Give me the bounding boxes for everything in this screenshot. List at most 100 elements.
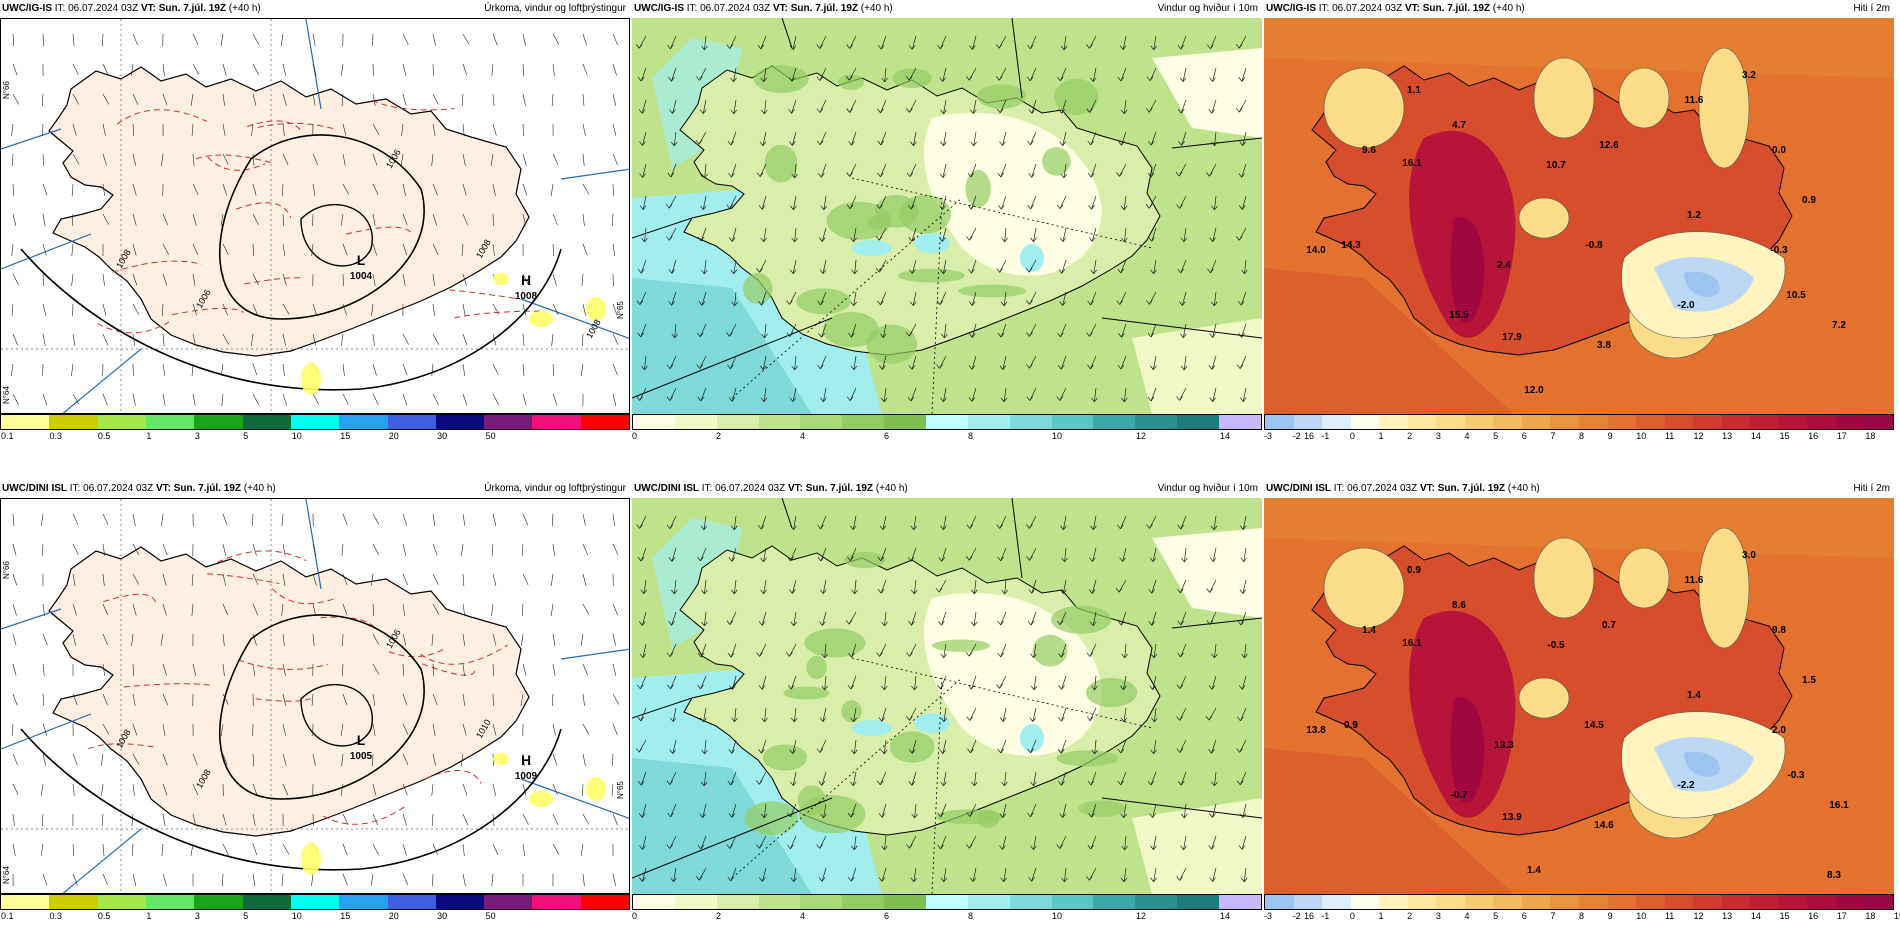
colorbar-swatch xyxy=(716,415,759,429)
colorbar-swatch xyxy=(97,415,146,429)
colorbar-tick-label: 17 xyxy=(1836,911,1847,921)
colorbar-swatch xyxy=(145,415,195,429)
colorbar-tick-label: 0.3 xyxy=(49,911,62,921)
temperature-value: 13.3 xyxy=(1494,740,1514,751)
colorbar-swatch xyxy=(1464,895,1494,909)
temperature-value: 3.2 xyxy=(1742,70,1756,81)
colorbar-ticks: 0.1 0.3 0.5 1 3 5 10 15 20 30 50 xyxy=(0,910,630,924)
latitude-label: N°66 xyxy=(2,81,11,99)
precip-map: L 1004 H 1008 1006 1008 1006 1008 1008 N°66 N°65 N°… xyxy=(0,18,630,414)
temperature-value: 14.0 xyxy=(1306,245,1326,256)
colorbar-tick-label: 12 xyxy=(1693,911,1704,921)
colorbar-tick-label: 8 xyxy=(968,431,974,441)
temperature-value: 15.5 xyxy=(1449,310,1469,321)
colorbar-tick-label: 3 xyxy=(194,431,200,441)
colorbar-swatch xyxy=(1436,895,1465,909)
wind-colorbar: 0 2 4 6 8 10 12 14 16 xyxy=(632,414,1314,444)
wind-map xyxy=(632,498,1262,894)
colorbar-tick-label: 8 xyxy=(1579,431,1585,441)
colorbar-swatch xyxy=(290,415,340,429)
colorbar-swatch xyxy=(1350,415,1380,429)
colorbar-swatches xyxy=(632,414,1262,430)
colorbar-swatch xyxy=(1521,895,1551,909)
colorbar-tick-label: 0 xyxy=(632,911,638,921)
colorbar-swatch xyxy=(1579,415,1608,429)
colorbar-swatch xyxy=(1219,415,1261,429)
colorbar-swatch xyxy=(1350,895,1380,909)
colorbar-swatch xyxy=(800,895,843,909)
colorbar-swatches xyxy=(1264,414,1894,430)
colorbar-swatch xyxy=(1521,415,1551,429)
colorbar-tick-label: 1 xyxy=(146,911,152,921)
panel-title: UWC/IG-IS IT: 06.07.2024 03Z VT: Sun. 7.… xyxy=(632,0,1262,18)
temperature-value: 9.8 xyxy=(1772,625,1786,636)
temperature-value: 13.9 xyxy=(1502,812,1522,823)
colorbar-swatch xyxy=(1493,415,1522,429)
latitude-label: N°64 xyxy=(2,386,11,404)
temperature-value: 12.6 xyxy=(1599,140,1619,151)
colorbar-swatch xyxy=(1664,415,1694,429)
colorbar-swatch xyxy=(1664,895,1694,909)
colorbar-tick-label: 3 xyxy=(194,911,200,921)
temperature-value: -0.7 xyxy=(1450,790,1468,801)
product-title: Hiti í 2m xyxy=(1853,483,1890,494)
colorbar-tick-label: 6 xyxy=(1521,911,1527,921)
temperature-value: 1.4 xyxy=(1527,865,1541,876)
model-name: UWC/IG-IS xyxy=(634,3,684,14)
colorbar-swatch xyxy=(1051,415,1094,429)
temperature-value: 0.9 xyxy=(1407,565,1421,576)
colorbar-tick-label: 15 xyxy=(340,431,351,441)
colorbar-swatch xyxy=(194,895,243,909)
temperature-value: 16.1 xyxy=(1402,158,1422,169)
colorbar-swatch xyxy=(1407,415,1437,429)
colorbar-swatch xyxy=(1550,415,1580,429)
colorbar-swatch xyxy=(1835,895,1865,909)
colorbar-swatch xyxy=(926,415,968,429)
product-title: Vindur og hviður í 10m xyxy=(1157,483,1258,494)
colorbar-swatch xyxy=(1407,895,1437,909)
colorbar-tick-label: 5 xyxy=(1493,431,1499,441)
lead-time: (+40 h) xyxy=(860,3,893,14)
panel-title: UWC/DINI ISL IT: 06.07.2024 03Z VT: Sun.… xyxy=(1264,480,1894,498)
temp-map: 1.1 11.6 3.2 4.7 9.6 16.1 12.6 10.7 0.0 0.9 1.2 14.… xyxy=(1264,18,1894,414)
colorbar-tick-label: 30 xyxy=(437,431,448,441)
colorbar-swatch xyxy=(1135,895,1178,909)
pressure-center-value: 1009 xyxy=(515,771,538,782)
latitude-label: N°64 xyxy=(2,866,11,884)
colorbar-swatch xyxy=(580,415,630,429)
init-time: IT: 06.07.2024 03Z xyxy=(69,483,154,494)
colorbar-swatch xyxy=(1721,895,1751,909)
panel-title: UWC/IG-IS IT: 06.07.2024 03Z VT: Sun. 7.… xyxy=(0,0,630,18)
panel-title: UWC/IG-IS IT: 06.07.2024 03Z VT: Sun. 7.… xyxy=(1264,0,1894,18)
colorbar-swatch xyxy=(435,895,485,909)
colorbar-swatch xyxy=(842,895,885,909)
colorbar-swatch xyxy=(1464,415,1494,429)
colorbar-tick-label: 0 xyxy=(1349,911,1355,921)
temp-map: 0.9 11.6 3.0 8.6 1.4 16.1 0.7 -0.5 9.8 1.5 1.4 13.8… xyxy=(1264,498,1894,894)
temperature-value: 9.6 xyxy=(1362,145,1376,156)
colorbar-tick-label: 2 xyxy=(716,431,722,441)
colorbar-swatch xyxy=(1379,415,1408,429)
latitude-label: N°65 xyxy=(616,781,625,799)
product-title: Hiti í 2m xyxy=(1853,3,1890,14)
temperature-value: 8.3 xyxy=(1827,870,1841,881)
colorbar-swatch xyxy=(1436,415,1465,429)
init-time: IT: 06.07.2024 03Z xyxy=(1318,3,1403,14)
colorbar-tick-label: 8 xyxy=(1579,911,1585,921)
colorbar-tick-label: 6 xyxy=(884,431,890,441)
colorbar-tick-label: 30 xyxy=(437,911,448,921)
colorbar-swatch xyxy=(842,415,885,429)
colorbar-tick-label: 0 xyxy=(1349,431,1355,441)
panel-title: UWC/DINI ISL IT: 06.07.2024 03Z VT: Sun.… xyxy=(0,480,630,498)
temperature-value: 16.1 xyxy=(1402,638,1422,649)
colorbar-tick-label: 16 xyxy=(1304,911,1315,921)
wind-colorbar: 0 2 4 6 8 10 12 14 16 xyxy=(632,894,1314,924)
colorbar-swatch xyxy=(1177,415,1220,429)
temperature-value: -0.5 xyxy=(1547,640,1565,651)
colorbar-ticks: 0 2 4 6 8 10 12 14 16 xyxy=(632,910,1314,924)
colorbar-tick-label: 16 xyxy=(1808,431,1819,441)
colorbar-ticks: 0 2 4 6 8 10 12 14 16 xyxy=(632,430,1314,444)
colorbar-swatch xyxy=(884,415,927,429)
colorbar-swatch xyxy=(1807,415,1836,429)
colorbar-tick-label: 0.1 xyxy=(1,431,14,441)
